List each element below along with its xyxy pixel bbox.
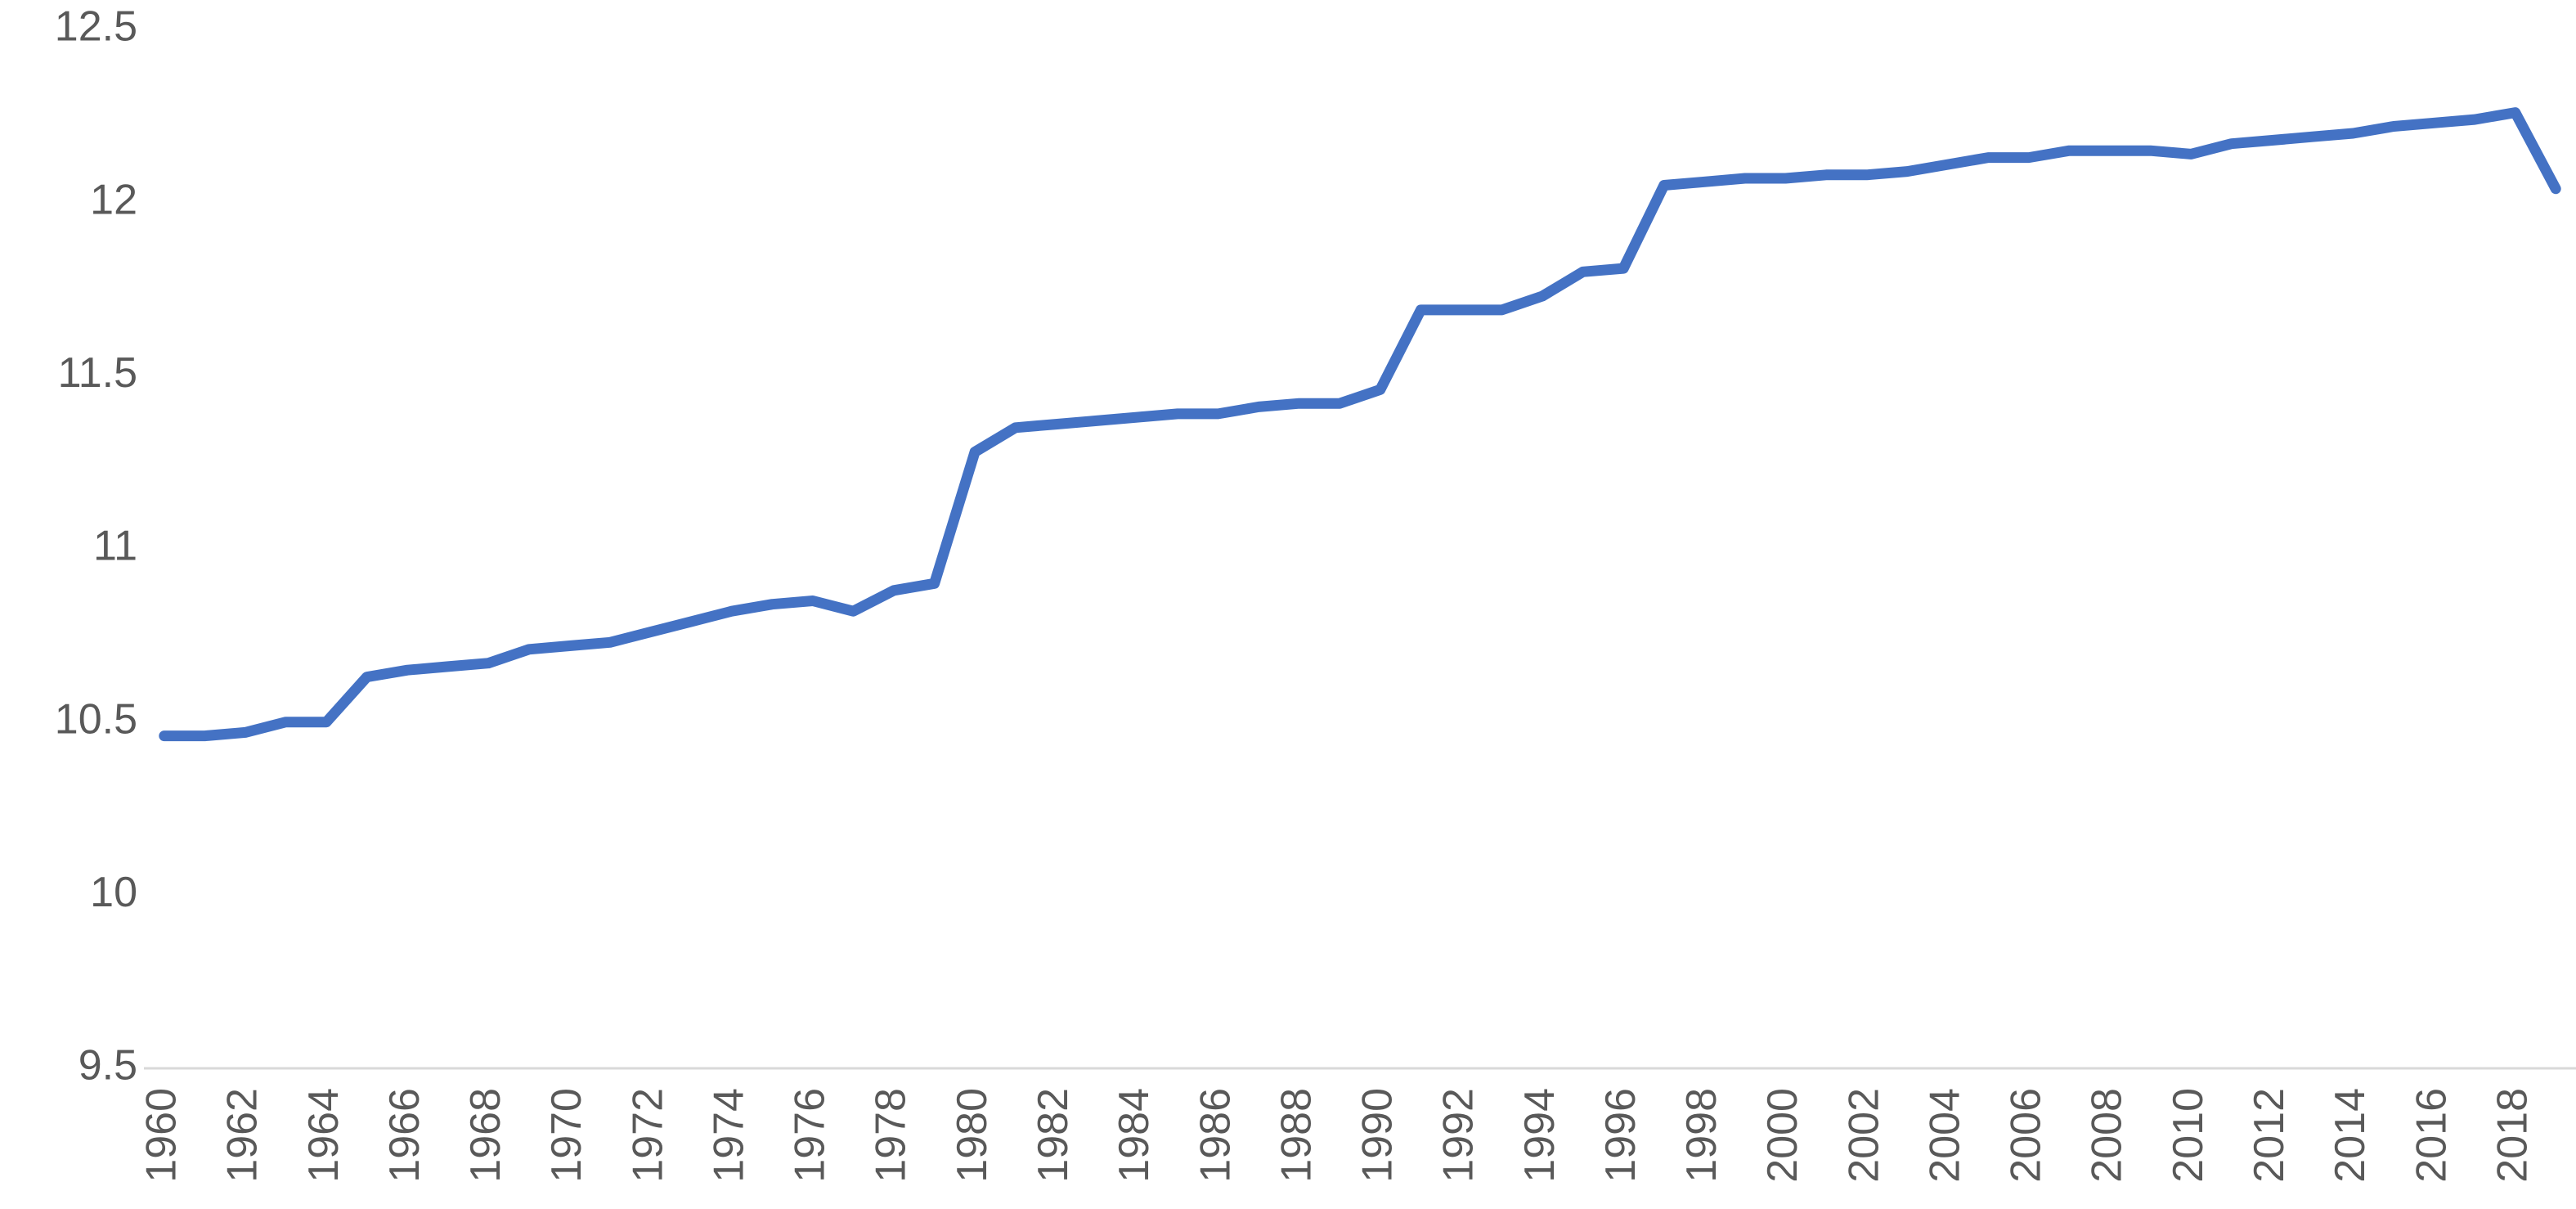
x-tick-label: 1964 <box>300 1088 348 1183</box>
x-tick-label: 1988 <box>1272 1088 1320 1183</box>
x-tick-label: 1998 <box>1678 1088 1726 1183</box>
x-tick-label: 1996 <box>1597 1088 1645 1183</box>
x-tick-label: 1974 <box>705 1088 752 1183</box>
y-tick-label: 9.5 <box>79 1042 137 1090</box>
y-tick-label: 10 <box>90 869 137 916</box>
x-tick-label: 2012 <box>2246 1088 2293 1183</box>
x-tick-label: 1976 <box>787 1088 834 1183</box>
x-tick-label: 1992 <box>1435 1088 1483 1183</box>
x-tick-label: 1994 <box>1516 1088 1564 1183</box>
y-tick-label: 12.5 <box>55 3 137 51</box>
y-tick-label: 11 <box>93 523 137 570</box>
y-tick-label: 12 <box>90 176 137 223</box>
data-line <box>159 107 2561 742</box>
x-tick-label: 1962 <box>219 1088 267 1183</box>
x-tick-label: 1970 <box>543 1088 590 1183</box>
x-tick-label: 1960 <box>138 1088 186 1183</box>
x-tick-label: 1990 <box>1354 1088 1402 1183</box>
x-tick-label: 2002 <box>1840 1088 1887 1183</box>
x-tick-label: 2006 <box>2003 1088 2050 1183</box>
x-tick-label: 1980 <box>949 1088 996 1183</box>
y-tick-label: 10.5 <box>55 695 137 743</box>
x-tick-label: 2018 <box>2488 1088 2536 1183</box>
x-tick-label: 2000 <box>1759 1088 1806 1183</box>
x-tick-label: 2004 <box>1921 1088 1968 1183</box>
x-tick-label: 1982 <box>1030 1088 1077 1183</box>
x-tick-label: 2010 <box>2165 1088 2212 1183</box>
x-tick-label: 1978 <box>868 1088 915 1183</box>
x-tick-label: 2008 <box>2084 1088 2131 1183</box>
x-tick-label: 1986 <box>1192 1088 1239 1183</box>
x-tick-label: 2016 <box>2408 1088 2455 1183</box>
x-tick-label: 2014 <box>2327 1088 2374 1183</box>
x-tick-label: 1972 <box>624 1088 671 1183</box>
x-tick-label: 1968 <box>462 1088 509 1183</box>
x-tick-label: 1984 <box>1111 1088 1158 1183</box>
x-tick-label: 1966 <box>381 1088 429 1183</box>
y-tick-label: 11.5 <box>58 349 137 397</box>
